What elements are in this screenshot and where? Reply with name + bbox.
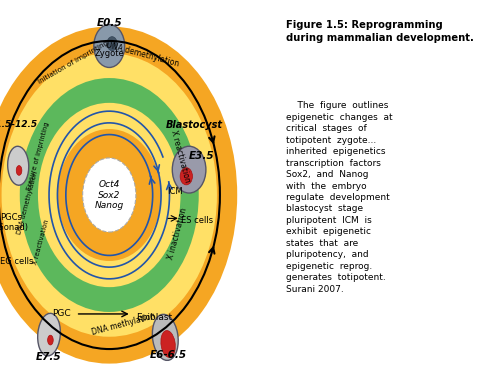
Ellipse shape <box>8 146 29 185</box>
Text: The  figure  outlines
epigenetic  changes  at
critical  stages  of
totipotent  z: The figure outlines epigenetic changes a… <box>286 101 393 294</box>
Text: DNA demethylation: DNA demethylation <box>17 170 39 235</box>
Ellipse shape <box>161 331 175 357</box>
Text: E3.5: E3.5 <box>189 151 214 161</box>
Text: Initiation of imprinting: Initiation of imprinting <box>37 40 109 85</box>
Text: DNA demethylation: DNA demethylation <box>105 41 180 69</box>
Text: PGCs
(Gonad): PGCs (Gonad) <box>0 213 28 232</box>
Text: ICM: ICM <box>167 186 182 196</box>
Circle shape <box>180 168 192 185</box>
Ellipse shape <box>16 166 22 176</box>
Text: PGC: PGC <box>52 309 71 319</box>
Text: E6-6.5: E6-6.5 <box>150 350 186 360</box>
Text: DNA methylation: DNA methylation <box>90 311 156 337</box>
Circle shape <box>83 158 136 232</box>
Ellipse shape <box>152 314 178 360</box>
Text: Figure 1.5: Reprogramming
during mammalian development.: Figure 1.5: Reprogramming during mammali… <box>286 20 474 43</box>
Text: E0.5: E0.5 <box>97 18 122 28</box>
Text: Zygote: Zygote <box>94 49 124 58</box>
Text: E7.5: E7.5 <box>36 352 62 362</box>
Text: ES cells: ES cells <box>181 216 213 225</box>
Circle shape <box>172 146 206 193</box>
Text: E11.5-12.5: E11.5-12.5 <box>0 120 38 129</box>
Text: Blastocyst: Blastocyst <box>166 120 223 130</box>
Text: Erasure of imprinting: Erasure of imprinting <box>26 121 50 191</box>
Circle shape <box>94 25 125 67</box>
Text: X reactivation: X reactivation <box>170 129 192 183</box>
Text: Oct4
Sox2
Nanog: Oct4 Sox2 Nanog <box>95 180 124 210</box>
Text: X reactivation: X reactivation <box>32 218 50 265</box>
Ellipse shape <box>38 313 60 356</box>
Circle shape <box>107 37 117 51</box>
Text: Epiblast: Epiblast <box>136 313 172 323</box>
Ellipse shape <box>48 335 53 345</box>
Text: X inactivation: X inactivation <box>167 207 189 261</box>
Text: EG cells: EG cells <box>0 257 33 266</box>
